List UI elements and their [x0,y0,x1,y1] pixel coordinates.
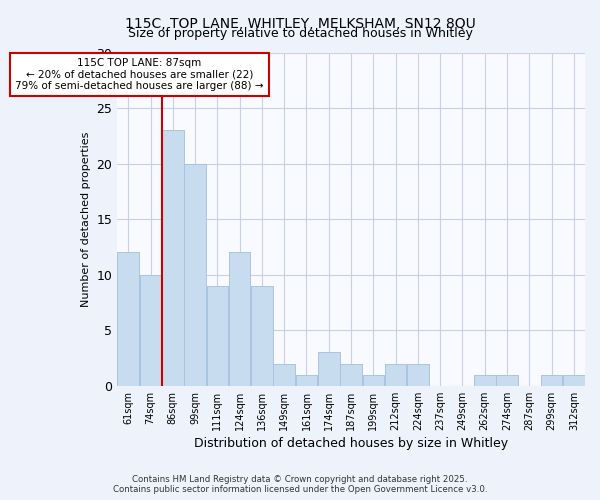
Bar [229,252,250,386]
Bar [340,364,362,386]
Bar [541,374,562,386]
Text: 115C, TOP LANE, WHITLEY, MELKSHAM, SN12 8QU: 115C, TOP LANE, WHITLEY, MELKSHAM, SN12 … [125,18,475,32]
Bar [162,130,184,386]
Bar [474,374,496,386]
Bar [184,164,206,386]
Text: Size of property relative to detached houses in Whitley: Size of property relative to detached ho… [128,28,472,40]
Bar [362,374,384,386]
Bar [563,374,584,386]
Bar [318,352,340,386]
Bar [496,374,518,386]
Y-axis label: Number of detached properties: Number of detached properties [81,132,91,307]
X-axis label: Distribution of detached houses by size in Whitley: Distribution of detached houses by size … [194,437,508,450]
Bar [407,364,429,386]
Bar [140,274,161,386]
Bar [385,364,406,386]
Text: Contains HM Land Registry data © Crown copyright and database right 2025.
Contai: Contains HM Land Registry data © Crown c… [113,474,487,494]
Bar [251,286,273,386]
Text: 115C TOP LANE: 87sqm
← 20% of detached houses are smaller (22)
79% of semi-detac: 115C TOP LANE: 87sqm ← 20% of detached h… [15,58,263,92]
Bar [206,286,228,386]
Bar [296,374,317,386]
Bar [274,364,295,386]
Bar [118,252,139,386]
